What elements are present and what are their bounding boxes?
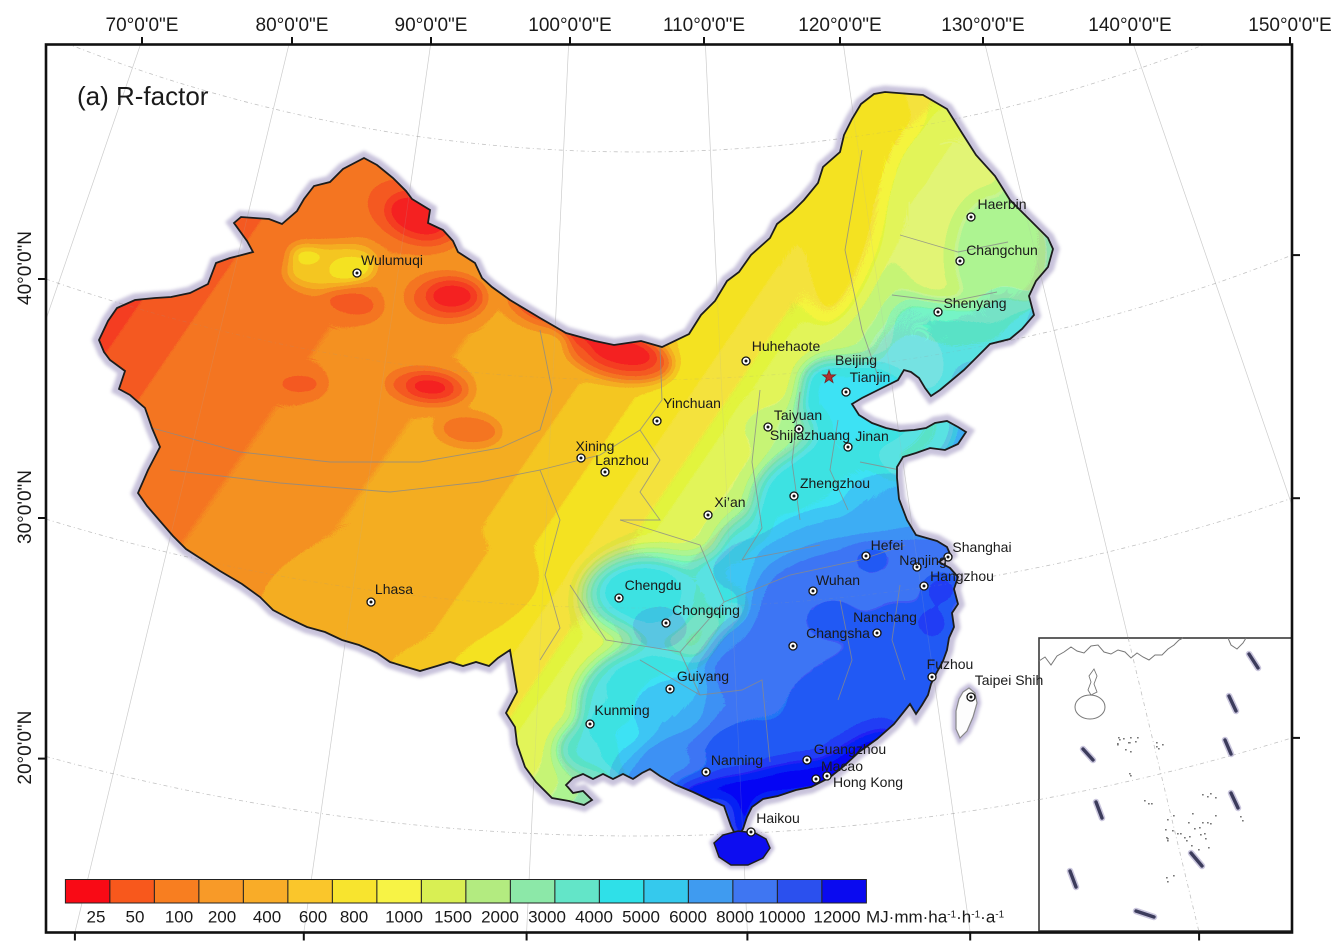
svg-text:Wuhan: Wuhan [816,572,860,588]
svg-text:200: 200 [208,908,236,927]
svg-text:6000: 6000 [669,908,707,927]
svg-text:Jinan: Jinan [855,428,888,444]
svg-text:Macao: Macao [821,758,863,774]
svg-text:Xining: Xining [576,438,615,454]
svg-text:Guiyang: Guiyang [677,668,729,684]
svg-text:3000: 3000 [528,908,566,927]
svg-text:800: 800 [340,908,368,927]
svg-text:110°0'0"E: 110°0'0"E [663,15,745,36]
svg-text:Huhehaote: Huhehaote [752,338,821,354]
svg-text:120°0'0"E: 120°0'0"E [798,15,881,36]
svg-text:Haikou: Haikou [756,810,800,826]
svg-text:MJ·mm·ha-1·h-1·a-1: MJ·mm·ha-1·h-1·a-1 [866,908,1005,927]
svg-text:Changchun: Changchun [966,242,1038,258]
svg-text:1500: 1500 [434,908,472,927]
svg-text:Guangzhou: Guangzhou [814,741,886,757]
svg-text:Chengdu: Chengdu [625,577,682,593]
svg-text:Tianjin: Tianjin [850,369,891,385]
svg-text:Nanchang: Nanchang [853,609,917,625]
svg-text:Shijiazhuang: Shijiazhuang [770,427,850,443]
svg-text:130°0'0"E: 130°0'0"E [941,15,1024,36]
svg-text:Chongqing: Chongqing [672,602,740,618]
svg-text:25: 25 [87,908,106,927]
svg-text:Kunming: Kunming [594,702,649,718]
svg-text:Beijing: Beijing [835,352,877,368]
svg-text:12000: 12000 [813,908,860,927]
svg-text:Lhasa: Lhasa [375,581,413,597]
svg-text:Hangzhou: Hangzhou [930,568,994,584]
svg-text:140°0'0"E: 140°0'0"E [1088,15,1171,36]
svg-text:Shenyang: Shenyang [943,295,1006,311]
svg-text:50: 50 [126,908,145,927]
svg-text:(a) R-factor: (a) R-factor [77,81,209,111]
svg-text:Taipei Shih: Taipei Shih [975,672,1044,688]
svg-text:10000: 10000 [758,908,805,927]
svg-text:100: 100 [165,908,193,927]
svg-text:Nanning: Nanning [711,752,763,768]
svg-text:Shanghai: Shanghai [952,539,1011,555]
svg-text:70°0'0"E: 70°0'0"E [106,15,179,36]
svg-text:1000: 1000 [385,908,423,927]
svg-text:40°0'0"N: 40°0'0"N [15,231,36,305]
svg-text:Wulumuqi: Wulumuqi [361,252,423,268]
svg-text:Xi’an: Xi’an [714,494,745,510]
svg-text:600: 600 [299,908,327,927]
svg-text:2000: 2000 [481,908,519,927]
svg-text:8000: 8000 [716,908,754,927]
svg-text:Yinchuan: Yinchuan [663,395,721,411]
svg-text:80°0'0"E: 80°0'0"E [256,15,329,36]
svg-text:Changsha: Changsha [806,625,870,641]
svg-text:100°0'0"E: 100°0'0"E [528,15,611,36]
svg-text:150°0'0"E: 150°0'0"E [1248,15,1331,36]
svg-text:Zhengzhou: Zhengzhou [800,475,870,491]
svg-text:30°0'0"N: 30°0'0"N [15,470,36,544]
svg-text:20°0'0"N: 20°0'0"N [15,711,36,785]
svg-text:Haerbin: Haerbin [977,196,1026,212]
svg-text:90°0'0"E: 90°0'0"E [395,15,468,36]
svg-text:Nanjing: Nanjing [899,552,946,568]
svg-text:Hong Kong: Hong Kong [833,774,903,790]
svg-text:Taiyuan: Taiyuan [774,407,822,423]
svg-text:Lanzhou: Lanzhou [595,452,649,468]
svg-text:Fuzhou: Fuzhou [927,656,974,672]
svg-text:400: 400 [253,908,281,927]
svg-text:Hefei: Hefei [871,537,904,553]
svg-text:4000: 4000 [575,908,613,927]
svg-text:5000: 5000 [622,908,660,927]
